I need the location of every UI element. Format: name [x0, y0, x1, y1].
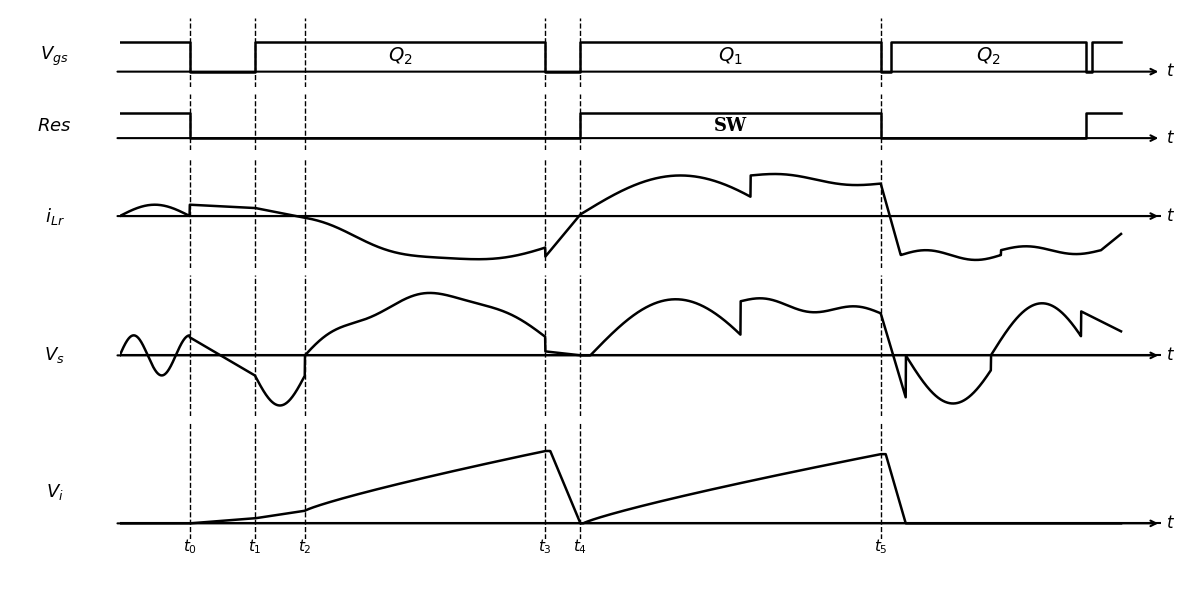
- Text: $V_{gs}$: $V_{gs}$: [41, 45, 69, 68]
- Text: $t$: $t$: [1166, 63, 1175, 80]
- Text: $V_s$: $V_s$: [44, 346, 65, 365]
- Text: $t_1$: $t_1$: [248, 537, 262, 556]
- Text: $t_0$: $t_0$: [183, 537, 196, 556]
- Text: $t$: $t$: [1166, 130, 1175, 147]
- Text: $t$: $t$: [1166, 347, 1175, 364]
- Text: $V_i$: $V_i$: [45, 482, 63, 502]
- Text: $Q_2$: $Q_2$: [976, 46, 1001, 67]
- Text: $t_4$: $t_4$: [573, 537, 588, 556]
- Text: $i_{Lr}$: $i_{Lr}$: [44, 205, 65, 227]
- Text: $t_5$: $t_5$: [874, 537, 888, 556]
- Text: $t$: $t$: [1166, 208, 1175, 224]
- Text: SW: SW: [713, 117, 747, 135]
- Text: $t_2$: $t_2$: [298, 537, 311, 556]
- Text: $Q_1$: $Q_1$: [718, 46, 743, 67]
- Text: $Q_2$: $Q_2$: [388, 46, 413, 67]
- Text: $Res$: $Res$: [37, 117, 72, 135]
- Text: $t$: $t$: [1166, 515, 1175, 532]
- Text: $t_3$: $t_3$: [539, 537, 552, 556]
